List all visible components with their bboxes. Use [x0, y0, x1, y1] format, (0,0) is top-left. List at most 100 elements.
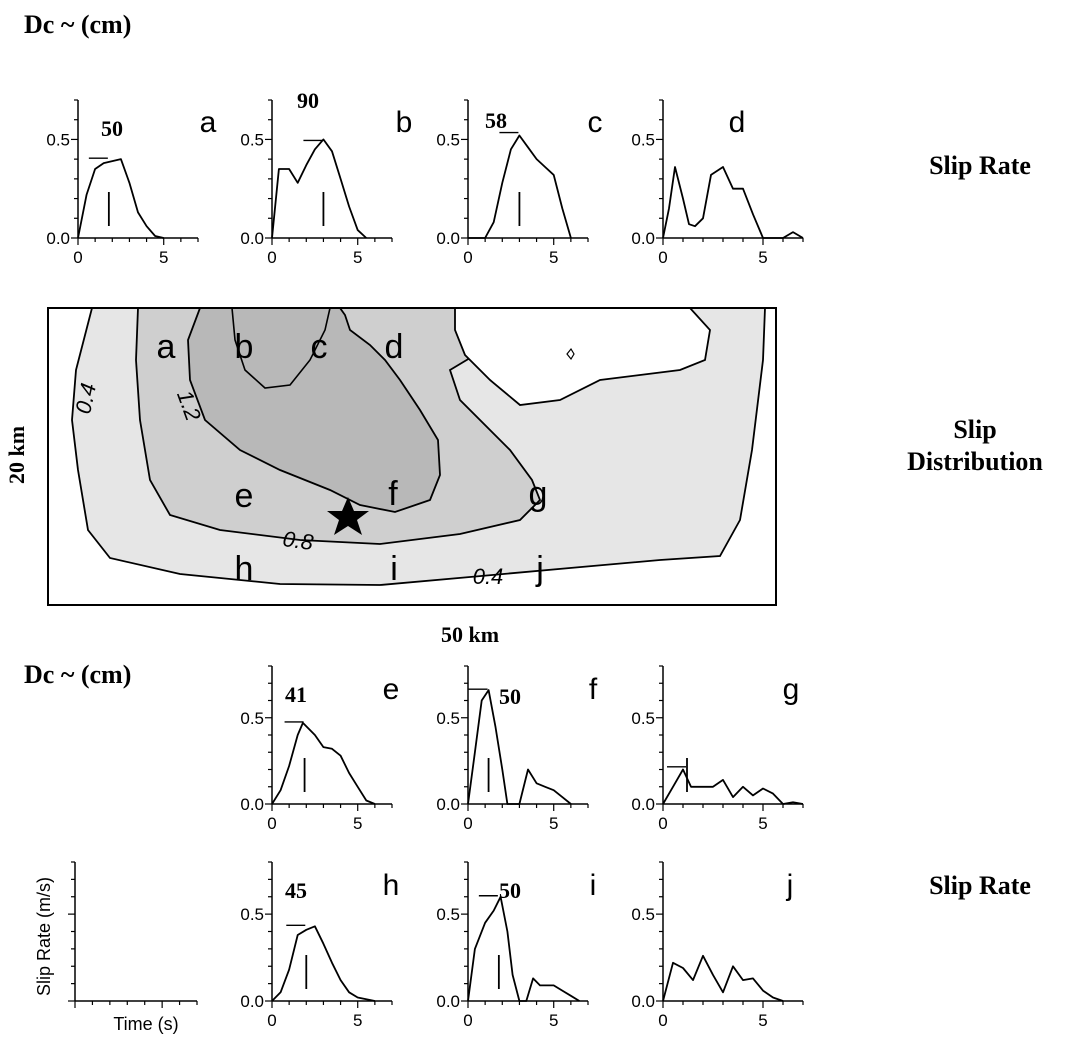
slip-rate-label-top: Slip Rate [929, 151, 1031, 180]
panel-letter-a: a [200, 106, 217, 139]
panel-letter-h: h [383, 869, 400, 902]
x-tick-label-b: 5 [353, 248, 362, 267]
dc-value-e: 41 [285, 682, 307, 707]
panel-f: 0.0 0.5 0 5 f 50 [436, 665, 598, 833]
panel-b: 0.0 0.5 0 5 b 90 [240, 88, 412, 267]
panel-g: 0.0 0.5 0 5 g [631, 665, 804, 833]
map-point-label-g: g [529, 475, 548, 513]
zero-slip-region [454, 307, 711, 406]
slip-distribution-label-line2: Distribution [907, 447, 1043, 476]
x-tick-label-c: 0 [463, 248, 472, 267]
map-point-label-b: b [235, 328, 254, 366]
x-tick-label-e: 0 [267, 814, 276, 833]
y-tick-label-f: 0.0 [436, 795, 460, 814]
map-frame [47, 307, 777, 606]
dc-value-h: 45 [285, 878, 307, 903]
panel-j: 0.0 0.5 0 5 j [631, 861, 804, 1030]
dc-value-f: 50 [499, 684, 521, 709]
y-tick-label-h: 0.0 [240, 992, 264, 1011]
x-tick-label-e: 5 [353, 814, 362, 833]
panel-letter-e: e [383, 673, 400, 706]
map-x-label: 50 km [441, 622, 499, 647]
y-tick-label-c: 0.5 [436, 130, 460, 149]
slip-rate-label-bottom: Slip Rate [929, 871, 1031, 900]
map-point-label-c: c [311, 328, 328, 366]
contour-inner-1.2 [231, 307, 332, 389]
x-tick-label-c: 5 [549, 248, 558, 267]
slip-rate-line-a [77, 158, 164, 239]
map-point-label-j: j [535, 550, 544, 588]
y-tick-label-j: 0.0 [631, 992, 655, 1011]
map-point-label-d: d [385, 328, 404, 366]
zero-slip-island [566, 347, 575, 361]
panel-h: 0.0 0.5 0 5 h 45 [240, 861, 400, 1030]
y-tick-label-c: 0.0 [436, 229, 460, 248]
panel-c: 0.0 0.5 0 5 c 58 [436, 99, 603, 267]
y-tick-label-a: 0.0 [46, 229, 70, 248]
slip-rate-line-g [662, 768, 804, 805]
slip-rate-line-c [468, 134, 572, 239]
panel-letter-c: c [588, 106, 603, 139]
y-tick-label-d: 0.0 [631, 229, 655, 248]
x-tick-label-d: 5 [758, 248, 767, 267]
map-point-label-e: e [235, 477, 254, 515]
x-tick-label-g: 0 [658, 814, 667, 833]
panel-letter-g: g [783, 673, 800, 706]
map-point-label-i: i [390, 550, 398, 588]
x-tick-label-d: 0 [658, 248, 667, 267]
x-tick-label-g: 5 [758, 814, 767, 833]
x-tick-label-h: 5 [353, 1011, 362, 1030]
panel-a: 0.0 0.5 0 5 a 50 [46, 99, 217, 267]
map-point-label-f: f [388, 475, 398, 513]
slip-rate-line-j [662, 954, 784, 1002]
x-tick-label-b: 0 [267, 248, 276, 267]
y-tick-label-e: 0.0 [240, 795, 264, 814]
y-tick-label-d: 0.5 [631, 130, 655, 149]
map-point-label-a: a [157, 328, 176, 366]
panel-letter-f: f [589, 673, 598, 706]
y-tick-label-j: 0.5 [631, 905, 655, 924]
x-tick-label-h: 0 [267, 1011, 276, 1030]
dc-value-c: 58 [485, 108, 507, 133]
panel-letter-i: i [590, 869, 597, 902]
slip-rate-line-d [662, 166, 804, 239]
y-tick-label-a: 0.5 [46, 130, 70, 149]
dc-value-b: 90 [297, 88, 319, 113]
x-tick-label-f: 5 [549, 814, 558, 833]
map-y-label: 20 km [4, 426, 29, 484]
dc-heading-bottom: Dc ~ (cm) [24, 660, 132, 689]
map-point-label-h: h [235, 550, 254, 588]
y-tick-label-g: 0.0 [631, 795, 655, 814]
dc-value-i: 50 [499, 878, 521, 903]
x-tick-label-j: 5 [758, 1011, 767, 1030]
y-tick-label-g: 0.5 [631, 709, 655, 728]
y-tick-label-b: 0.0 [240, 229, 264, 248]
x-tick-label-a: 5 [159, 248, 168, 267]
y-tick-label-i: 0.0 [436, 992, 460, 1011]
slip-rate-line-h [271, 925, 376, 1002]
panel-d: 0.0 0.5 0 5 d [631, 99, 804, 267]
dc-value-a: 50 [101, 116, 123, 141]
contour-label: 0.4 [70, 381, 101, 416]
slip-rate-line-i [467, 895, 580, 1002]
y-tick-label-e: 0.5 [240, 709, 264, 728]
dc-heading-top: Dc ~ (cm) [24, 10, 132, 39]
y-tick-label-i: 0.5 [436, 905, 460, 924]
panel-letter-d: d [729, 106, 746, 139]
x-tick-label-a: 0 [73, 248, 82, 267]
x-axis-label: Time (s) [113, 1014, 178, 1034]
x-tick-label-i: 5 [549, 1011, 558, 1030]
panel-letter-b: b [396, 106, 413, 139]
hypocenter-star-icon [327, 497, 369, 535]
contour-label: 0.8 [281, 526, 316, 555]
slip-distribution-map [47, 307, 777, 606]
slip-rate-line-e [271, 722, 376, 805]
contour-label: 0.4 [473, 564, 504, 589]
slip-distribution-label-line1: Slip [953, 415, 997, 444]
panel-letter-j: j [786, 869, 794, 902]
x-tick-label-f: 0 [463, 814, 472, 833]
